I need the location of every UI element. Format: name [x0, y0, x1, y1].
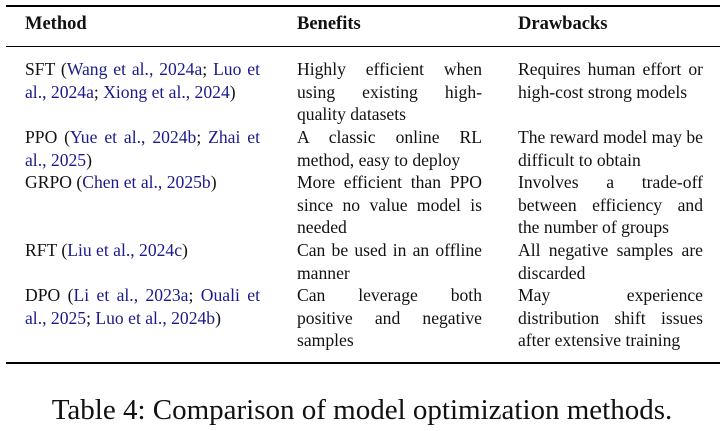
citation-separator: ) — [86, 149, 92, 170]
citation-link[interactable]: Yue et al., 2024b — [70, 127, 197, 147]
table-top-rule — [6, 5, 720, 7]
citation-link[interactable]: Luo et al., 2024a — [25, 59, 261, 102]
citation-link[interactable]: Chen et al., 2025b — [82, 172, 211, 192]
table-caption: Table 4: Comparison of model optimizatio… — [51, 394, 673, 426]
header-drawbacks: Drawbacks — [518, 14, 608, 34]
method-name: PPO ( — [25, 127, 71, 147]
table-bottom-rule — [6, 362, 720, 364]
method-name: DPO ( — [25, 285, 74, 305]
citation-separator: ) — [215, 307, 221, 328]
header-benefits: Benefits — [297, 14, 361, 34]
citation-link[interactable]: Li et al., 2023a — [73, 285, 189, 305]
citation-separator: ; — [202, 59, 214, 79]
benefits-cell-sft: Highly efficient when using existing hig… — [297, 59, 482, 124]
citation-separator: ; — [188, 285, 201, 305]
benefits-cell-ppo: A classic online RL method, easy to depl… — [297, 127, 482, 170]
drawbacks-cell-grpo: Involves a trade-off between efficiency … — [518, 172, 703, 237]
drawbacks-cell-dpo: May experience distribution shift issues… — [518, 285, 703, 350]
benefits-cell-dpo: Can leverage both positive and negative … — [297, 285, 482, 350]
table-header-rule — [6, 46, 720, 47]
method-name: GRPO ( — [25, 172, 83, 192]
method-cell-sft: SFT (Wang et al., 2024a; Luo et al., 202… — [25, 58, 260, 103]
method-cell-dpo: DPO (Li et al., 2023a; Ouali et al., 202… — [25, 284, 260, 329]
citation-separator: ; — [86, 307, 96, 328]
drawbacks-cell-rft: All negative samples are discarded — [518, 240, 703, 283]
header-method: Method — [25, 14, 87, 34]
drawbacks-cell-ppo: The reward model may be difficult to obt… — [518, 127, 703, 170]
citation-link[interactable]: Wang et al., 2024a — [66, 59, 203, 79]
citation-link[interactable]: Ouali et al., 2025 — [25, 285, 260, 328]
method-cell-rft: RFT (Liu et al., 2024c) — [25, 239, 260, 262]
method-cell-ppo: PPO (Yue et al., 2024b; Zhai et al., 202… — [25, 126, 260, 171]
citation-link[interactable]: Liu et al., 2024c — [67, 240, 183, 260]
method-name: RFT ( — [25, 240, 68, 260]
benefits-cell-rft: Can be used in an offline manner — [297, 240, 482, 283]
citation-separator: ) — [182, 240, 188, 260]
benefits-cell-grpo: More efficient than PPO since no value m… — [297, 172, 482, 237]
citation-separator: ; — [93, 81, 104, 102]
citation-separator: ; — [196, 127, 209, 147]
citation-link[interactable]: Luo et al., 2024b — [95, 307, 216, 328]
citation-link[interactable]: Xiong et al., 2024 — [103, 81, 230, 102]
drawbacks-cell-sft: Requires human effort or high-cost stron… — [518, 59, 703, 102]
citation-separator: ) — [210, 172, 217, 192]
method-cell-grpo: GRPO (Chen et al., 2025b) — [25, 171, 260, 194]
citation-link[interactable]: Zhai et al., 2025 — [25, 127, 260, 170]
method-name: SFT ( — [25, 59, 67, 79]
citation-separator: ) — [229, 81, 236, 102]
